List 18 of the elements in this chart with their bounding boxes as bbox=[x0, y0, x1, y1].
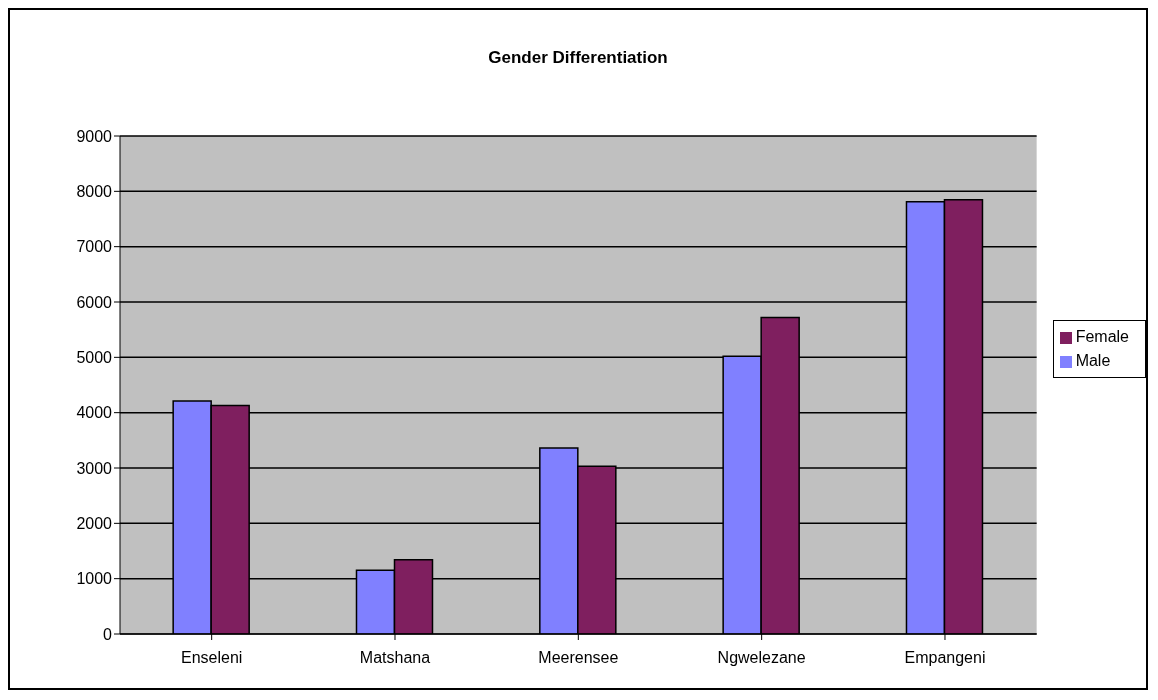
y-tick-label: 7000 bbox=[76, 238, 113, 256]
y-tick-label: 0 bbox=[103, 625, 113, 643]
x-tick-label: Enseleni bbox=[180, 649, 243, 667]
legend-label: Female bbox=[1075, 328, 1129, 345]
y-tick-label: 9000 bbox=[76, 127, 113, 145]
x-tick-label: Meerensee bbox=[538, 649, 619, 667]
y-tick-label: 3000 bbox=[76, 459, 113, 477]
chart-title: Gender Differentiation bbox=[487, 48, 669, 68]
x-tick-label: Ngwelezane bbox=[717, 649, 806, 667]
legend-label: Male bbox=[1075, 352, 1111, 369]
y-tick-label: 8000 bbox=[76, 183, 113, 201]
x-tick-label: Matshana bbox=[359, 649, 431, 667]
y-tick-label: 4000 bbox=[76, 404, 113, 422]
y-tick-label: 1000 bbox=[76, 570, 113, 588]
y-tick-label: 2000 bbox=[76, 515, 113, 533]
y-tick-label: 6000 bbox=[76, 293, 113, 311]
x-tick-label: Empangeni bbox=[904, 649, 986, 667]
y-tick-label: 5000 bbox=[76, 349, 113, 367]
